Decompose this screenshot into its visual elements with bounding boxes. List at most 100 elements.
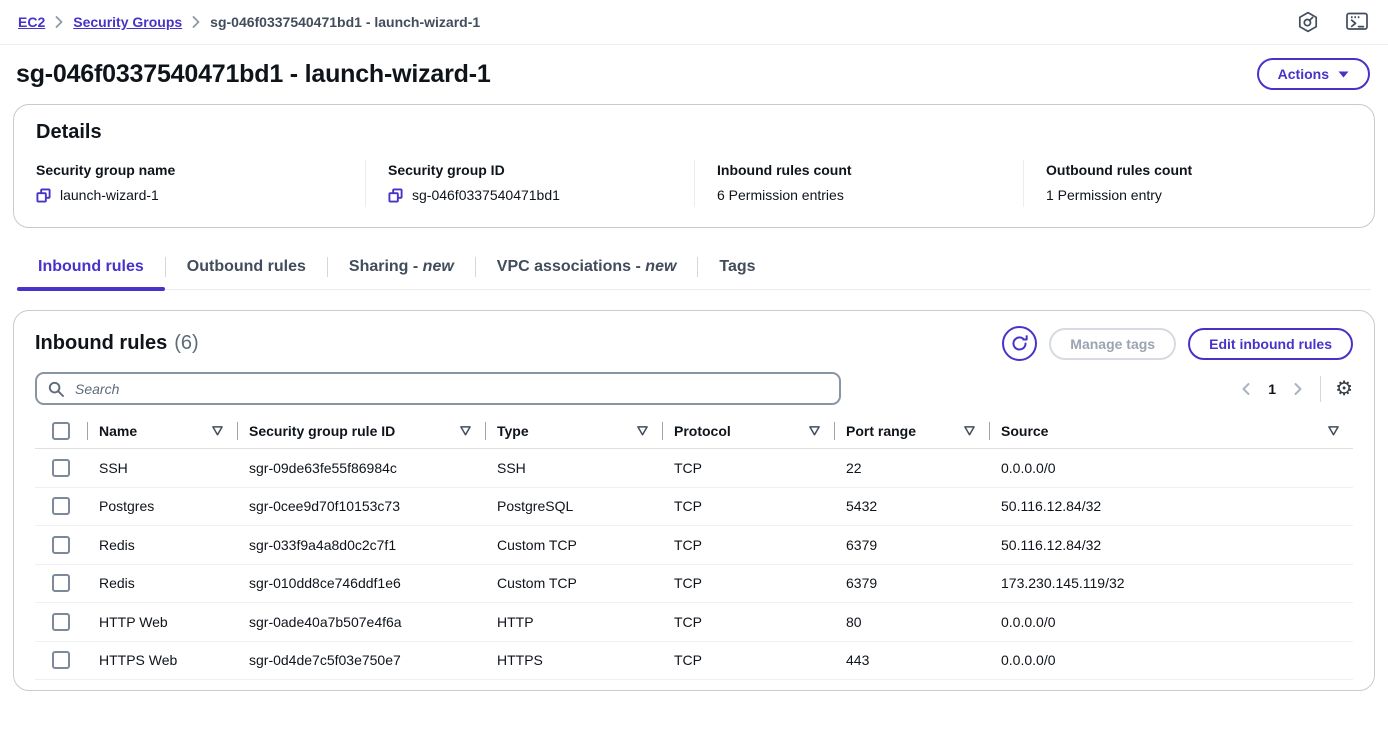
cell-protocol: TCP (674, 459, 702, 476)
panel-count: (6) (174, 332, 199, 354)
row-select-cell (35, 651, 87, 670)
table-body: SSH sgr-09de63fe55f86984c SSH TCP 22 0.0.0.0/… (35, 449, 1353, 680)
row-checkbox[interactable] (52, 535, 70, 554)
row-checkbox[interactable] (52, 497, 70, 516)
tab-tags[interactable]: Tags (719, 258, 756, 275)
table-row: SSH sgr-09de63fe55f86984c SSH TCP 22 0.0.0.0/… (35, 449, 1353, 488)
filter-triangle-icon[interactable] (1320, 426, 1339, 436)
detail-field: Inbound rules count 6 Permission entries (694, 160, 1023, 207)
column-header-source: Source (989, 414, 1353, 448)
cell-rule_id: sgr-010dd8ce746ddf1e6 (249, 575, 401, 592)
cell-source: 50.116.12.84/32 (1001, 536, 1102, 553)
column-divider (485, 422, 486, 440)
column-header-name: Name (87, 414, 237, 448)
tab-divider (164, 257, 166, 277)
chevron-right-icon (55, 16, 63, 28)
details-card: Details Security group name launch-wizard… (13, 104, 1375, 228)
cell-source: 50.116.12.84/32 (1001, 498, 1102, 515)
tab-outbound-rules[interactable]: Outbound rules (186, 258, 306, 275)
copy-button[interactable] (388, 187, 403, 203)
tab-vpc-associations[interactable]: VPC associations - new (496, 258, 677, 275)
cell-type: Custom TCP (497, 536, 577, 553)
chevron-right-icon[interactable] (1290, 380, 1306, 398)
filter-triangle-icon[interactable] (801, 426, 820, 436)
search-box (35, 372, 841, 405)
filter-triangle-icon[interactable] (629, 426, 648, 436)
column-header-label: Security group rule ID (249, 423, 396, 439)
tab-divider (326, 257, 328, 277)
select-all-cell (35, 422, 87, 440)
cell-type: HTTPS (497, 652, 543, 669)
cell-type: SSH (497, 459, 526, 476)
column-divider (87, 422, 88, 440)
gear-icon[interactable]: ⚙ (1335, 377, 1353, 400)
breadcrumb-separator-icon (192, 16, 200, 28)
breadcrumb-separator-icon (55, 16, 63, 28)
filter-triangle-icon (637, 426, 648, 436)
row-checkbox[interactable] (52, 574, 70, 593)
breadcrumb-link[interactable]: Security Groups (73, 14, 183, 30)
row-checkbox[interactable] (52, 651, 70, 670)
cell-rule_id: sgr-033f9a4a8d0c2c7f1 (249, 536, 397, 553)
row-checkbox[interactable] (52, 612, 70, 631)
edit-inbound-rules-button[interactable]: Edit inbound rules (1188, 327, 1353, 360)
caret-down-icon (1338, 71, 1349, 77)
table-row: Postgres sgr-0cee9d70f10153c73 PostgreSQL T… (35, 488, 1353, 526)
page-title: sg-046f0337540471bd1 - launch-wizard-1 (16, 59, 491, 88)
tab-sharing[interactable]: Sharing - new (348, 258, 454, 275)
cell-type: PostgreSQL (497, 498, 574, 515)
breadcrumb-bar: EC2 Security Groups sg-046f0337540471bd1 -… (0, 0, 1388, 45)
breadcrumb: EC2 Security Groups sg-046f0337540471bd1 -… (18, 14, 480, 30)
detail-field: Security group name launch-wizard-1 (36, 160, 365, 207)
select-all-checkbox[interactable] (52, 422, 70, 440)
column-header-type: Type (485, 414, 662, 448)
cell-rule_id: sgr-09de63fe55f86984c (249, 459, 397, 476)
row-select-cell (35, 497, 87, 516)
detail-label: Outbound rules count (1046, 162, 1193, 178)
amazon-q-icon[interactable] (1297, 11, 1319, 33)
chevron-right-icon (192, 16, 200, 28)
column-divider (237, 422, 238, 440)
table-row: Redis sgr-033f9a4a8d0c2c7f1 Custom TCP TCP 6… (35, 526, 1353, 565)
table-row: HTTP Web sgr-0ade40a7b507e4f6a HTTP TCP 80 0.… (35, 603, 1353, 642)
column-divider (834, 422, 835, 440)
cell-name: HTTP Web (99, 613, 168, 630)
page-number[interactable]: 1 (1268, 380, 1277, 397)
detail-value-text: 6 Permission entries (717, 187, 844, 203)
row-select-cell (35, 535, 87, 554)
details-grid: Security group name launch-wizard-1 Securi… (36, 160, 1352, 207)
search-input[interactable] (73, 379, 828, 398)
breadcrumb-link[interactable]: EC2 (18, 14, 46, 30)
detail-field: Outbound rules count 1 Permission entry (1023, 160, 1352, 207)
filter-triangle-icon[interactable] (452, 426, 471, 436)
column-header-label: Protocol (674, 423, 731, 439)
tab-inbound-rules[interactable]: Inbound rules (17, 248, 165, 291)
cloudshell-icon[interactable] (1345, 11, 1370, 33)
panel-header: Inbound rules (6) Manage tags Edit inbou… (35, 326, 1353, 361)
cell-name: Redis (99, 575, 135, 592)
cell-protocol: TCP (674, 652, 702, 669)
detail-value-text: launch-wizard-1 (60, 187, 159, 203)
cell-protocol: TCP (674, 613, 702, 630)
inbound-rules-panel: Inbound rules (6) Manage tags Edit inbou… (13, 310, 1375, 691)
refresh-button[interactable] (1002, 326, 1038, 361)
row-checkbox[interactable] (52, 458, 70, 477)
filter-triangle-icon[interactable] (204, 426, 223, 436)
console-utility-icons (1297, 11, 1370, 33)
cell-port_range: 6379 (846, 536, 878, 553)
column-header-label: Name (99, 423, 138, 439)
column-divider (662, 422, 663, 440)
manage-tags-button[interactable]: Manage tags (1049, 327, 1177, 360)
cell-port_range: 443 (846, 652, 870, 669)
chevron-left-icon[interactable] (1238, 380, 1254, 398)
filter-triangle-icon[interactable] (956, 426, 975, 436)
detail-field: Security group ID sg-046f0337540471bd1 (365, 160, 694, 207)
detail-label: Security group ID (388, 162, 505, 178)
cell-type: HTTP (497, 613, 534, 630)
cell-name: HTTPS Web (99, 652, 178, 669)
detail-value-text: sg-046f0337540471bd1 (412, 187, 560, 203)
cell-name: SSH (99, 459, 128, 476)
copy-button[interactable] (36, 187, 51, 203)
breadcrumb-current: sg-046f0337540471bd1 - launch-wizard-1 (210, 14, 481, 30)
actions-button[interactable]: Actions (1256, 58, 1370, 90)
